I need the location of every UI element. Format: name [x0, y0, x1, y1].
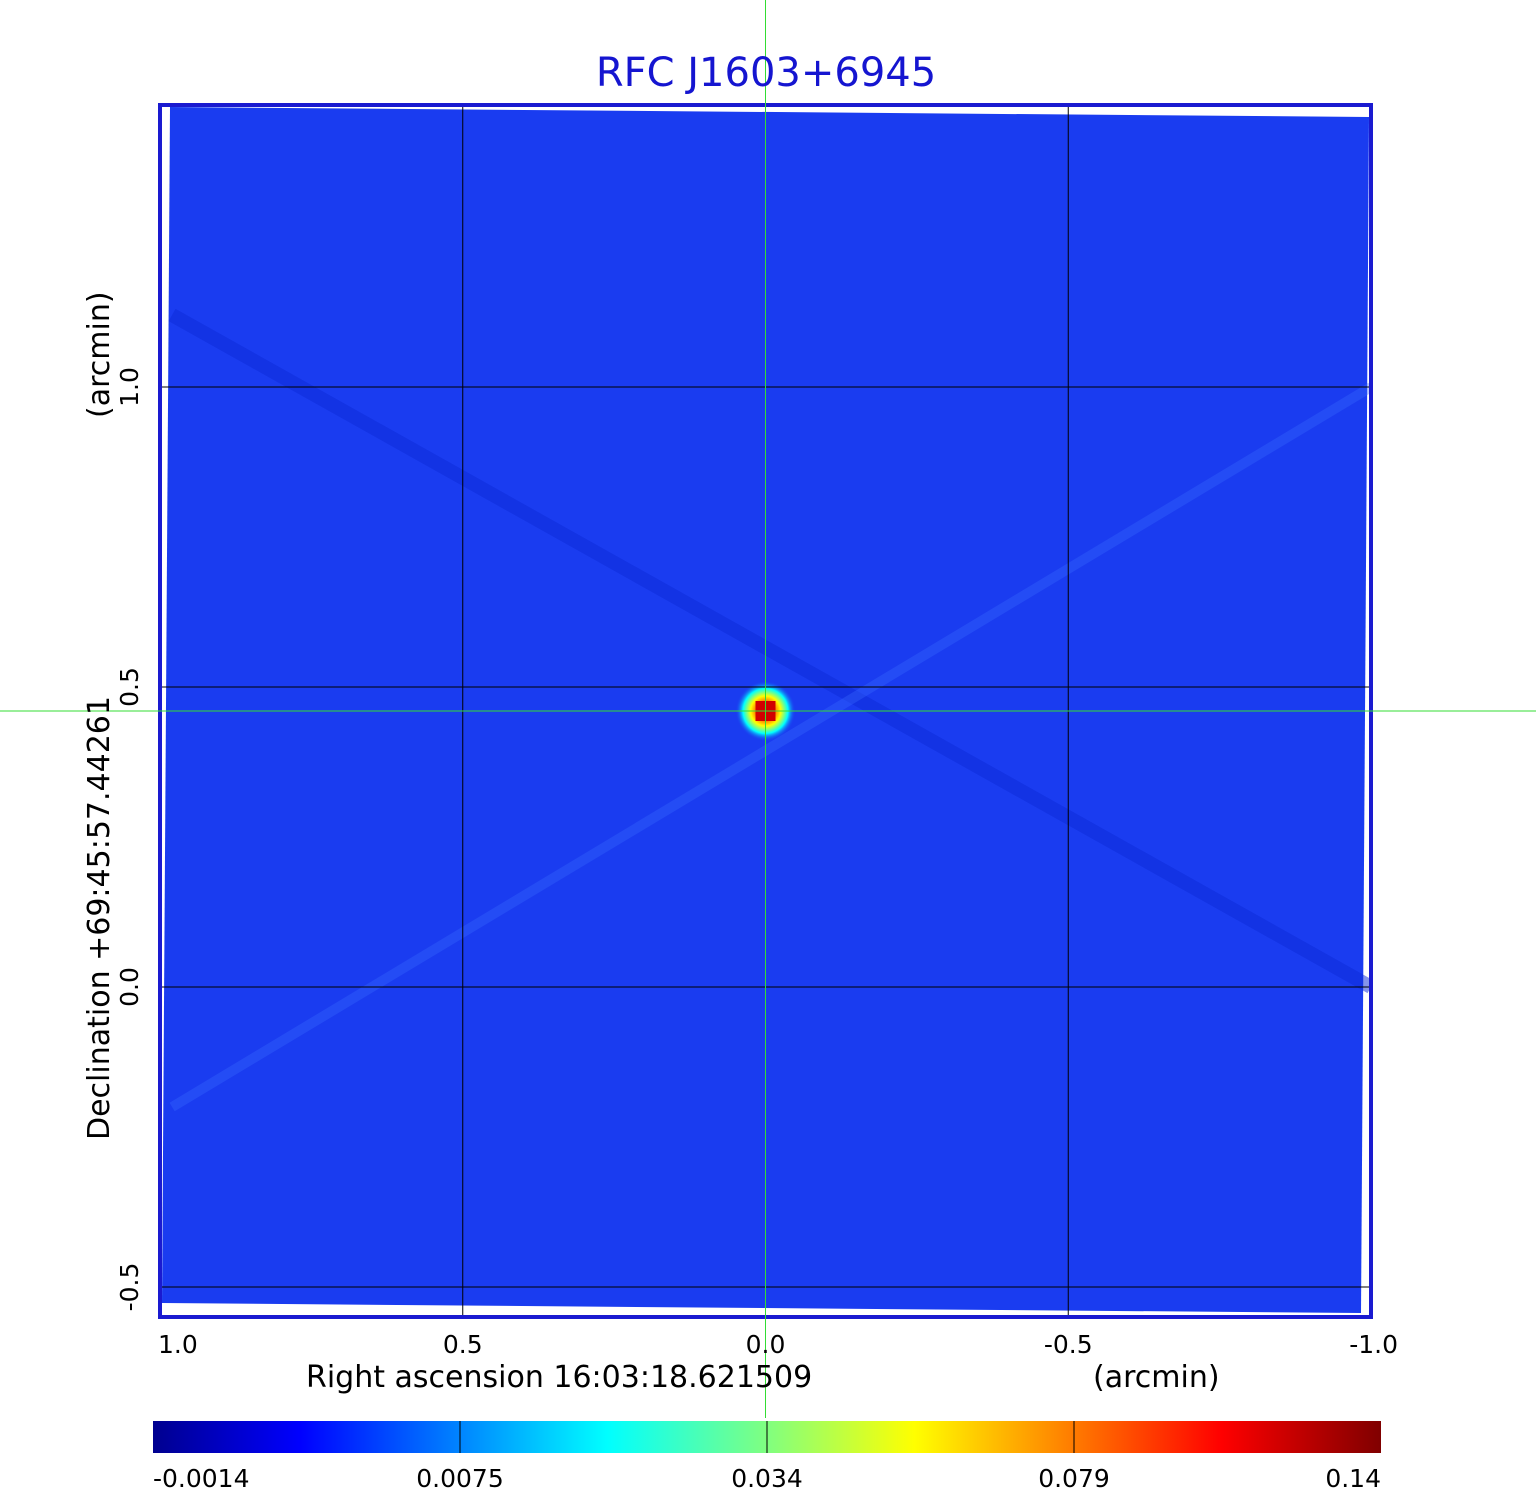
- axes: 1.0 0.5 0.0 -0.5 -1.0 -0.5 0.0 0.5 1.0: [0, 0, 1536, 1418]
- y-tick-label: 1.0: [115, 367, 144, 407]
- y-tick-label: 0.0: [115, 967, 144, 1007]
- colorbar-tick-label: 0.079: [1038, 1464, 1110, 1493]
- x-tick-label: 0.0: [746, 1330, 786, 1359]
- sidelobe-streak: [168, 308, 1371, 994]
- y-tick-label: -0.5: [115, 1263, 144, 1312]
- y-tick-label: 0.5: [115, 667, 144, 707]
- plot-area: [162, 107, 1371, 1313]
- colorbar-tick-label: 0.0075: [416, 1464, 503, 1493]
- x-axis-label: Right ascension 16:03:18.621509: [306, 1360, 812, 1395]
- x-axis-unit-label: (arcmin): [1093, 1360, 1220, 1395]
- x-tick-label: -0.5: [1044, 1330, 1093, 1359]
- colorbar-tick-label: -0.0014: [153, 1464, 250, 1493]
- colorbar-tick-label: 0.14: [1325, 1464, 1381, 1493]
- x-tick-label: 0.5: [443, 1330, 483, 1359]
- y-axis-label: Declination +69:45:57.44261: [82, 696, 117, 1140]
- x-tick-label: -1.0: [1349, 1330, 1398, 1359]
- colorbar-tick-label: 0.034: [731, 1464, 803, 1493]
- x-tick-label: 1.0: [158, 1330, 198, 1359]
- chart-title: RFC J1603+6945: [596, 50, 936, 96]
- colorbar: -0.0014 0.0075 0.034 0.079 0.14: [153, 1421, 1381, 1493]
- y-axis-unit-label: (arcmin): [82, 291, 117, 418]
